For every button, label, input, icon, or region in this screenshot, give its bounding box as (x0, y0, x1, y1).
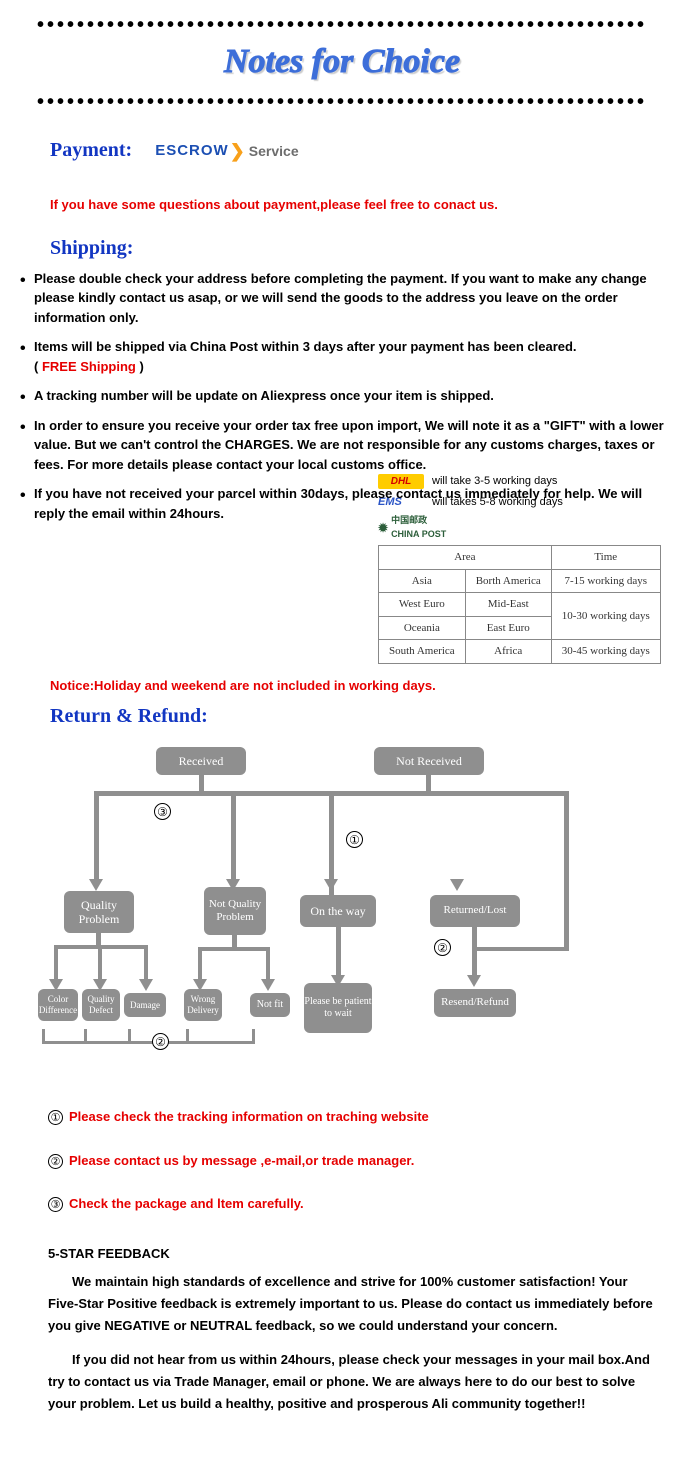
flow-color: Color Difference (38, 989, 78, 1021)
shipping-item: Please double check your address before … (20, 269, 664, 328)
shipping-heading: Shipping: (50, 233, 684, 263)
refund-flowchart: Received Not Received ③ ① Quality Proble… (36, 747, 684, 1077)
holiday-notice: Notice:Holiday and weekend are not inclu… (50, 676, 684, 696)
cell: South America (379, 640, 466, 664)
escrow-logo: ESCROW ❯ Service (155, 138, 298, 165)
cell: Asia (379, 569, 466, 593)
time-header: Time (551, 546, 660, 570)
cell: Africa (465, 640, 551, 664)
flow-damage: Damage (124, 993, 166, 1017)
refund-legend: ①Please check the tracking information o… (48, 1107, 684, 1214)
flow-notfit: Not fit (250, 993, 290, 1017)
flow-wrong: Wrong Delivery (184, 989, 222, 1021)
cell: Oceania (379, 616, 466, 640)
table-row: West Euro Mid-East 10-30 working days (379, 593, 661, 617)
free-shipping: FREE Shipping (42, 359, 136, 374)
feedback-p1: We maintain high standards of excellence… (48, 1271, 654, 1337)
shipping-item: A tracking number will be update on Alie… (20, 386, 664, 406)
flow-circle-2b: ② (152, 1033, 169, 1050)
flow-not-quality: Not Quality Problem (204, 887, 266, 935)
table-row: Area Time (379, 546, 661, 570)
cell: 30-45 working days (551, 640, 660, 664)
cell: 10-30 working days (551, 593, 660, 640)
cell: Borth America (465, 569, 551, 593)
separator-bottom: ••••••••••••••••••••••••••••••••••••••••… (0, 87, 684, 117)
escrow-arrow-icon: ❯ (230, 138, 245, 165)
cell: Mid-East (465, 593, 551, 617)
flow-not-received: Not Received (374, 747, 484, 775)
flow-returned: Returned/Lost (430, 895, 520, 927)
feedback-heading: 5-STAR FEEDBACK (48, 1244, 684, 1264)
payment-title: Payment: (50, 139, 132, 161)
cell: 7-15 working days (551, 569, 660, 593)
legend-item: ①Please check the tracking information o… (48, 1107, 684, 1127)
table-row: Asia Borth America 7-15 working days (379, 569, 661, 593)
escrow-service: Service (249, 141, 299, 162)
shipping-item: Items will be shipped via China Post wit… (20, 337, 664, 376)
flow-circle-1: ① (346, 831, 363, 848)
table-row: South America Africa 30-45 working days (379, 640, 661, 664)
shipping-item: If you have not received your parcel wit… (20, 484, 664, 523)
legend-item: ③Check the package and ltem carefully. (48, 1194, 684, 1214)
flow-quality: Quality Problem (64, 891, 134, 933)
flow-resend: Resend/Refund (434, 989, 516, 1017)
flow-circle-2: ② (434, 939, 451, 956)
legend-text: Check the package and ltem carefully. (69, 1196, 304, 1211)
flow-wait: Please be patient to wait (304, 983, 372, 1033)
payment-heading: Payment: ESCROW ❯ Service (50, 135, 684, 165)
legend-text: Please check the tracking information on… (69, 1109, 429, 1124)
refund-heading: Return & Refund: (50, 701, 684, 731)
chinapost-en: CHINA POST (391, 529, 446, 539)
flow-received: Received (156, 747, 246, 775)
cell: West Euro (379, 593, 466, 617)
payment-note: If you have some questions about payment… (50, 195, 684, 215)
shipping-list: Please double check your address before … (20, 269, 664, 524)
shipping-area-table: Area Time Asia Borth America 7-15 workin… (378, 545, 661, 664)
legend-item: ②Please contact us by message ,e-mail,or… (48, 1151, 684, 1171)
flow-circle-3: ③ (154, 803, 171, 820)
flow-on-way: On the way (300, 895, 376, 927)
feedback-p2: If you did not hear from us within 24hou… (48, 1349, 654, 1415)
free-close: ) (136, 359, 144, 374)
free-open: ( (34, 359, 42, 374)
legend-text: Please contact us by message ,e-mail,or … (69, 1153, 414, 1168)
flow-defect: Quality Defect (82, 989, 120, 1021)
cell: East Euro (465, 616, 551, 640)
main-title: Notes for Choice (0, 36, 684, 87)
area-header: Area (379, 546, 552, 570)
shipping-item-text: Items will be shipped via China Post wit… (34, 339, 577, 354)
shipping-item: In order to ensure you receive your orde… (20, 416, 664, 475)
escrow-brand: ESCROW (155, 140, 229, 163)
